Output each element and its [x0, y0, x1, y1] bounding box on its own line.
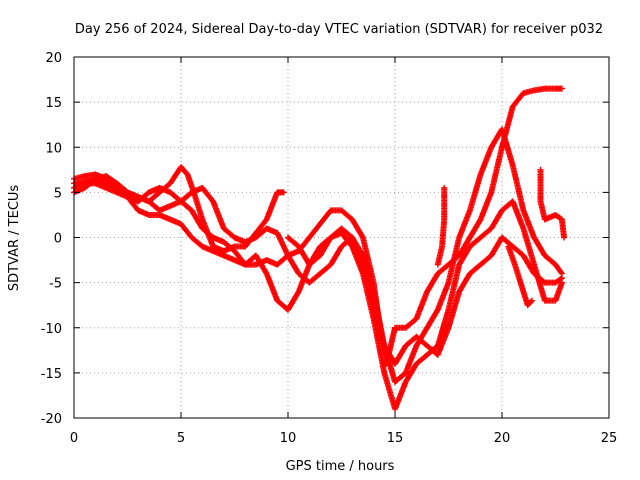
data-point — [558, 269, 565, 276]
x-tick-label: 10 — [280, 431, 297, 446]
y-tick-label: 0 — [54, 232, 62, 247]
y-tick-label: 20 — [45, 51, 62, 66]
y-tick-label: 10 — [45, 141, 62, 156]
data-point — [434, 261, 441, 268]
axis-ticks — [73, 56, 610, 419]
data-point — [527, 298, 534, 305]
data-point — [558, 85, 565, 92]
series-5 — [285, 225, 565, 367]
data-point — [280, 189, 287, 196]
x-tick-label: 25 — [601, 431, 618, 446]
series-7 — [537, 166, 568, 241]
x-axis-label: GPS time / hours — [286, 459, 395, 474]
x-tick-labels: 0 5 10 15 20 25 — [70, 431, 617, 446]
y-tick-label: -20 — [41, 412, 62, 427]
x-tick-label: 0 — [70, 431, 78, 446]
data-point — [528, 297, 535, 304]
chart-title: Day 256 of 2024, Sidereal Day-to-day VTE… — [75, 22, 603, 37]
data-point — [359, 233, 366, 240]
y-tick-label: -5 — [49, 277, 62, 292]
y-tick-label: 5 — [54, 186, 62, 201]
data-point — [359, 251, 366, 258]
y-tick-label: -15 — [41, 367, 62, 382]
data-marks — [71, 85, 568, 412]
data-point — [557, 276, 564, 283]
data-point — [561, 234, 568, 241]
y-tick-label: -10 — [41, 322, 62, 337]
x-tick-label: 20 — [494, 431, 511, 446]
y-tick-label: 15 — [45, 96, 62, 111]
data-point — [558, 275, 565, 282]
series-8 — [505, 243, 535, 309]
data-point — [540, 278, 547, 285]
x-tick-label: 5 — [177, 431, 185, 446]
series-6 — [434, 184, 448, 268]
x-tick-label: 15 — [387, 431, 404, 446]
y-axis-label: SDTVAR / TECUs — [7, 185, 22, 292]
y-tick-labels: -20 -15 -10 -5 0 5 10 15 20 — [41, 51, 62, 427]
